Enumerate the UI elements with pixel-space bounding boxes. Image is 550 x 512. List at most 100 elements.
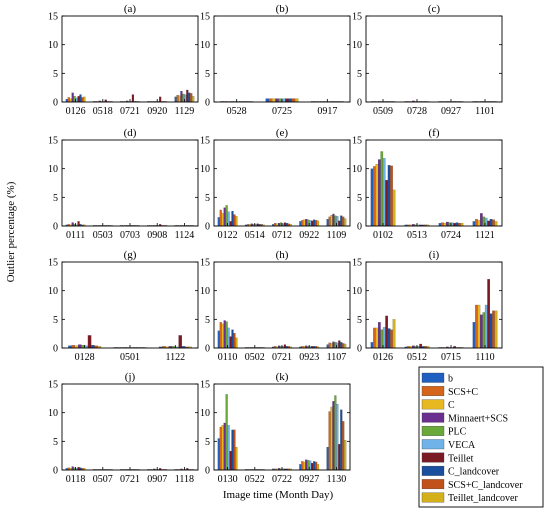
x-tick-label: 0502 xyxy=(245,352,265,363)
bar-plc xyxy=(278,98,283,103)
bar-c-landcover xyxy=(231,329,234,349)
x-tick-label: 0722 xyxy=(272,474,292,485)
bar-minnaert-scs xyxy=(378,322,381,349)
legend-entry: SCS+C_landcover xyxy=(448,480,523,491)
y-tick-label: 15 xyxy=(352,136,362,147)
bar-b xyxy=(370,168,374,227)
bar-scs-c-landcover xyxy=(492,219,495,227)
bar-teillet-landcover xyxy=(392,319,396,349)
x-tick-label: 0721 xyxy=(120,474,140,485)
bar-teillet xyxy=(385,315,388,349)
bar-b xyxy=(174,96,177,103)
bar-minnaert-scs xyxy=(305,219,308,227)
panel-title: (i) xyxy=(429,249,440,261)
legend-swatch xyxy=(421,372,445,383)
legend-entry: Teillet_landcover xyxy=(448,493,518,504)
bar-teillet-landcover xyxy=(235,446,238,471)
bar-teillet-landcover xyxy=(494,310,498,349)
x-tick-label: 1124 xyxy=(175,230,195,241)
legend-entry: SCS+C xyxy=(448,387,478,398)
bar-scs-c xyxy=(219,426,222,471)
panel-title: (g) xyxy=(124,249,137,261)
x-tick-label: 0110 xyxy=(218,352,238,363)
x-tick-label: 0118 xyxy=(66,474,86,485)
bar-veca xyxy=(227,425,230,471)
bar-scs-c-landcover xyxy=(390,165,393,227)
bar-c xyxy=(375,327,379,349)
legend-entry: Teillet xyxy=(448,453,474,464)
bar-b xyxy=(472,221,476,227)
bar-teillet-landcover xyxy=(316,464,320,471)
x-tick-label: 0512 xyxy=(407,352,427,363)
x-tick-label: 0917 xyxy=(317,106,337,117)
x-tick-label: 0528 xyxy=(227,106,247,117)
legend-entry: C xyxy=(448,400,455,411)
bar-teillet xyxy=(186,89,189,103)
bar-c-landcover xyxy=(188,92,191,103)
x-tick-label: 0522 xyxy=(245,474,265,485)
y-tick-label: 15 xyxy=(200,136,210,147)
bar-c-landcover xyxy=(79,94,82,103)
panel-title: (k) xyxy=(276,371,289,383)
bar-scs-c-landcover xyxy=(233,333,236,349)
x-tick-label: 1129 xyxy=(175,106,195,117)
bar-plc xyxy=(334,395,337,471)
bar-teillet xyxy=(338,444,341,471)
y-tick-label: 5 xyxy=(357,193,362,204)
x-tick-label: 1101 xyxy=(475,106,495,117)
y-tick-label: 5 xyxy=(205,69,210,80)
bar-minnaert-scs xyxy=(180,91,183,103)
bar-teillet-landcover xyxy=(344,343,347,349)
y-tick-label: 15 xyxy=(200,12,210,23)
bar-scs-c xyxy=(328,411,331,471)
bar-c xyxy=(69,98,72,103)
bar-b xyxy=(299,221,302,227)
bar-scs-c xyxy=(373,327,376,349)
bar-c-landcover xyxy=(340,215,343,227)
panel-title: (c) xyxy=(428,3,441,15)
y-tick-label: 0 xyxy=(53,222,58,233)
y-tick-label: 5 xyxy=(53,69,58,80)
panel-frame xyxy=(213,261,351,349)
bar-teillet xyxy=(159,96,162,103)
panel-k: (k) 0 5 10 15 0130 0522 0722 0927 1130 xyxy=(200,371,351,485)
bar-c-landcover xyxy=(288,98,292,103)
bar-scs-c-landcover xyxy=(342,343,345,349)
y-tick-label: 0 xyxy=(53,98,58,109)
bar-minnaert-scs xyxy=(378,159,381,227)
bar-teillet-landcover xyxy=(316,220,320,227)
bar-b xyxy=(217,330,220,349)
bar-teillet-landcover xyxy=(494,221,498,227)
y-tick-label: 10 xyxy=(200,286,210,297)
x-tick-label: 0122 xyxy=(218,230,238,241)
bar-scs-c xyxy=(328,342,331,349)
bar-c-landcover xyxy=(455,222,459,227)
bar-minnaert-scs xyxy=(480,213,483,227)
x-tick-label: 0514 xyxy=(245,230,265,241)
bar-b xyxy=(326,446,329,471)
bar-scs-c xyxy=(441,222,444,227)
legend-entry: PLC xyxy=(448,427,467,438)
x-tick-label: 0922 xyxy=(299,230,319,241)
panel-frame xyxy=(61,261,199,349)
panel-frame xyxy=(61,139,199,227)
bar-teillet-landcover xyxy=(235,216,238,227)
bar-c xyxy=(330,406,333,471)
bar-c xyxy=(477,304,481,349)
y-tick-label: 5 xyxy=(357,69,362,80)
y-tick-label: 10 xyxy=(48,164,58,175)
bar-c xyxy=(303,219,306,227)
x-tick-label: 0920 xyxy=(147,106,167,117)
x-tick-label: 0907 xyxy=(147,474,167,485)
panel-title: (h) xyxy=(276,249,289,261)
bar-teillet xyxy=(87,335,92,349)
bar-minnaert-scs xyxy=(223,320,226,349)
panel-title: (b) xyxy=(276,3,289,15)
panel-frame xyxy=(213,383,351,471)
bar-minnaert-scs xyxy=(332,401,335,471)
y-tick-label: 15 xyxy=(200,380,210,391)
panel-frame xyxy=(213,139,351,227)
bar-c xyxy=(330,343,333,349)
